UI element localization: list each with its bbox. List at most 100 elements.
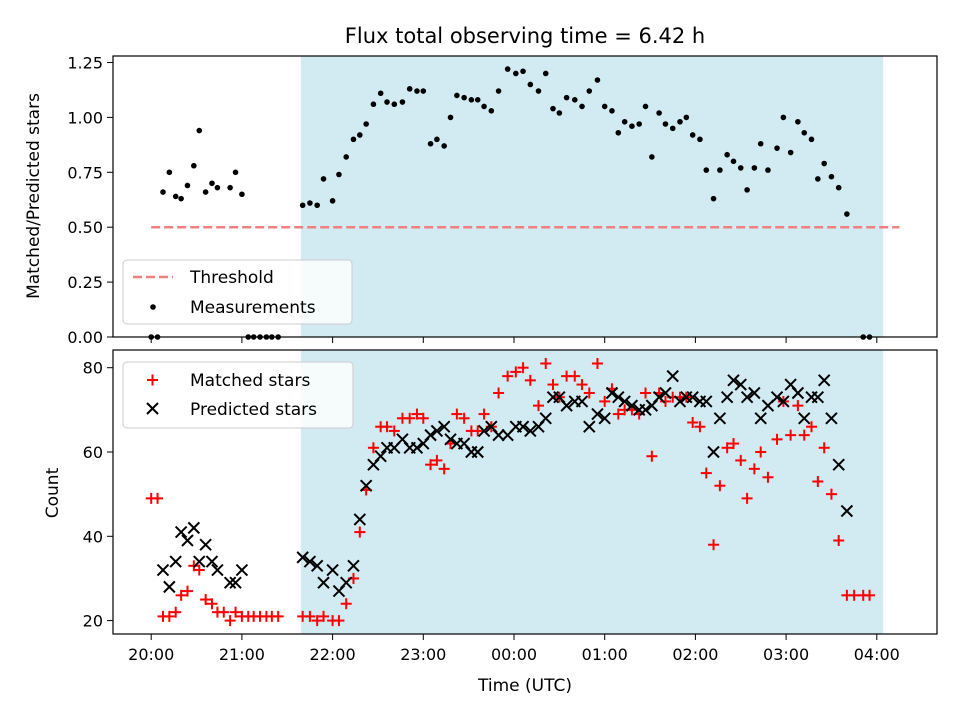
measurement-point — [642, 103, 649, 110]
matched-point — [404, 412, 416, 424]
x-tick-label: 01:00 — [582, 645, 628, 664]
chart-title: Flux total observing time = 6.42 h — [345, 24, 705, 48]
measurement-point — [513, 70, 519, 77]
predicted-point — [524, 424, 537, 438]
matched-point — [547, 379, 559, 391]
x-tick-label: 20:00 — [128, 645, 174, 664]
measurement-point — [535, 88, 542, 94]
predicted-point — [832, 458, 845, 471]
measurement-point — [737, 165, 744, 171]
measurement-point — [427, 140, 434, 147]
predicted-point — [791, 386, 805, 400]
matched-point — [741, 492, 753, 504]
x-tick-label: 04:00 — [854, 645, 900, 664]
predicted-point — [700, 395, 713, 408]
predicted-point — [223, 576, 237, 589]
matched-point — [218, 606, 230, 618]
y-tick-label: 0.25 — [67, 273, 103, 292]
y-tick-label: 20 — [83, 612, 103, 631]
measurement-point — [751, 165, 758, 171]
measurement-point — [828, 173, 835, 180]
matched-point — [646, 450, 658, 462]
matched-point — [510, 366, 522, 378]
predicted-point — [374, 450, 387, 463]
matched-point — [411, 408, 423, 420]
legend-matched-label: Matched stars — [190, 371, 310, 391]
measurement-point — [717, 167, 723, 173]
measurement-point — [744, 187, 750, 193]
measurement-point — [178, 195, 184, 202]
measurement-point — [504, 66, 511, 72]
matched-point — [687, 416, 699, 428]
measurement-point — [209, 180, 215, 187]
measurement-point — [166, 169, 173, 176]
measurement-point — [649, 154, 655, 160]
matched-point — [451, 408, 463, 420]
matched-point — [708, 539, 720, 551]
matched-point — [230, 606, 242, 618]
measurement-point — [314, 202, 320, 209]
measurement-point — [227, 184, 233, 191]
measurement-point — [336, 171, 342, 178]
measurement-point — [808, 136, 815, 143]
y-tick-label: 0.00 — [67, 328, 103, 347]
predicted-point — [754, 412, 767, 425]
matched-point — [569, 370, 581, 382]
x-tick-label: 21:00 — [219, 645, 265, 664]
measurement-point — [461, 94, 467, 101]
measurement-point — [441, 143, 447, 149]
measurement-point — [481, 103, 487, 110]
matched-point — [599, 395, 611, 407]
measurement-point — [384, 99, 390, 105]
matched-point — [591, 357, 603, 369]
measurement-point — [563, 94, 570, 101]
predicted-point — [347, 559, 360, 573]
measurement-point — [757, 140, 764, 147]
predicted-point — [673, 395, 687, 408]
measurement-point — [703, 167, 710, 173]
measurement-point — [214, 184, 221, 191]
measurement-point — [474, 97, 481, 103]
matched-point — [762, 471, 774, 483]
matched-point — [540, 357, 552, 369]
measurement-point — [774, 145, 780, 151]
measurement-point — [689, 132, 696, 138]
matched-point — [694, 421, 706, 433]
measurement-point — [629, 123, 635, 129]
measurement-point — [601, 103, 608, 110]
predicted-point — [492, 428, 505, 442]
measurement-point — [556, 110, 563, 116]
matched-point — [805, 421, 817, 433]
predicted-point — [317, 576, 330, 589]
matched-point — [640, 387, 652, 399]
measurement-point — [697, 136, 703, 143]
y-tick-label: 1.25 — [67, 54, 103, 73]
predicted-point — [477, 424, 491, 438]
matched-point — [576, 379, 588, 391]
matched-point — [458, 412, 470, 424]
measurement-point — [350, 136, 357, 143]
matched-point — [818, 442, 830, 454]
predicted-point — [235, 563, 249, 577]
measurement-point — [636, 121, 642, 127]
matched-point — [152, 492, 164, 504]
ratio-panel: 0.00 0.25 0.50 0.75 1.00 1.25 — [67, 54, 938, 347]
matched-point — [304, 610, 316, 622]
predicted-point — [181, 534, 194, 547]
predicted-point — [798, 412, 811, 425]
matched-point — [727, 438, 739, 450]
top-legend: Threshold Measurements — [122, 259, 353, 325]
x-tick-label: 00:00 — [491, 645, 537, 664]
measurement-point — [683, 114, 690, 121]
measurement-point — [787, 149, 794, 156]
matched-point — [472, 425, 484, 437]
predicted-point — [339, 576, 353, 589]
predicted-point — [205, 555, 219, 568]
x-tick-label: 22:00 — [310, 645, 356, 664]
matched-point — [700, 467, 712, 479]
predicted-point — [156, 563, 170, 577]
matched-point — [318, 610, 330, 622]
measurement-point — [835, 184, 842, 191]
matched-point — [659, 395, 671, 407]
